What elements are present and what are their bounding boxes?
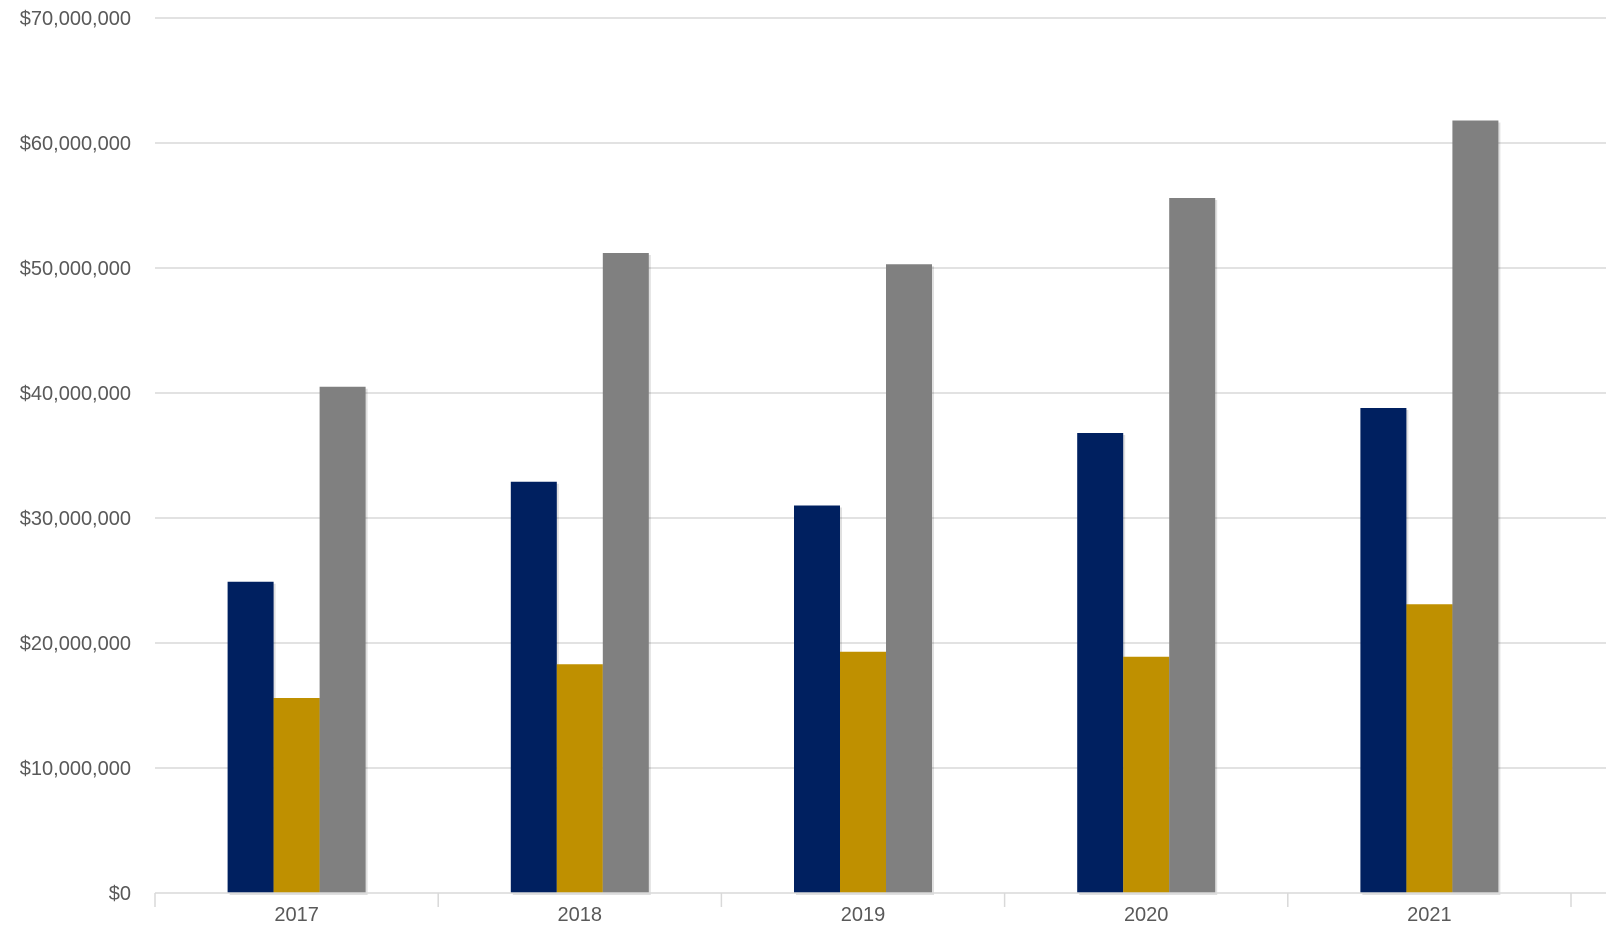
bar (227, 581, 274, 893)
bar (1077, 433, 1124, 893)
x-tick-label: 2018 (558, 904, 603, 926)
y-tick-label: $60,000,000 (20, 133, 131, 155)
bars (227, 120, 1501, 895)
bar (602, 253, 649, 893)
x-axis: 2017 2018 2019 2020 2021 (154, 892, 1606, 926)
gridlines (155, 17, 1606, 769)
y-tick-label: $10,000,000 (20, 758, 131, 780)
bar (840, 651, 886, 893)
bar (886, 264, 932, 893)
y-tick-label: $0 (109, 883, 131, 905)
bar (319, 386, 366, 893)
x-tick-label: 2019 (841, 904, 886, 926)
bar (556, 664, 603, 893)
bar (794, 505, 840, 893)
bar (1169, 198, 1216, 893)
y-tick-label: $50,000,000 (20, 258, 131, 280)
y-tick-label: $70,000,000 (20, 8, 131, 30)
bar (510, 481, 557, 893)
x-tick-label: 2020 (1124, 904, 1169, 926)
bar (1452, 120, 1499, 893)
x-tick-label: 2017 (274, 904, 319, 926)
x-tick-label: 2021 (1407, 904, 1452, 926)
bar (1123, 656, 1170, 893)
bar (273, 698, 320, 893)
y-tick-label: $30,000,000 (20, 508, 131, 530)
y-tick-label: $20,000,000 (20, 633, 131, 655)
y-axis-tick-labels: $0 $10,000,000 $20,000,000 $30,000,000 $40,0… (20, 8, 131, 905)
y-tick-label: $40,000,000 (20, 383, 131, 405)
bar (1406, 604, 1453, 893)
bar (1360, 408, 1407, 893)
